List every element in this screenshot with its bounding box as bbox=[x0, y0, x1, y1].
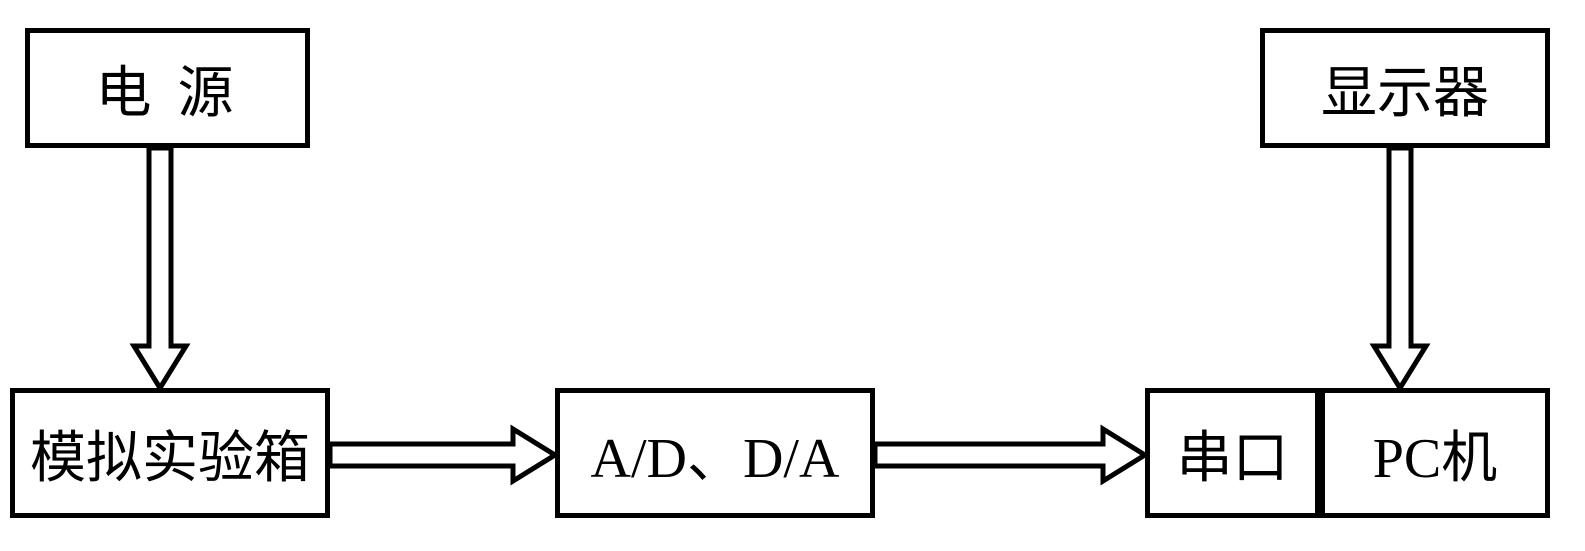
arrows-layer bbox=[0, 0, 1585, 551]
